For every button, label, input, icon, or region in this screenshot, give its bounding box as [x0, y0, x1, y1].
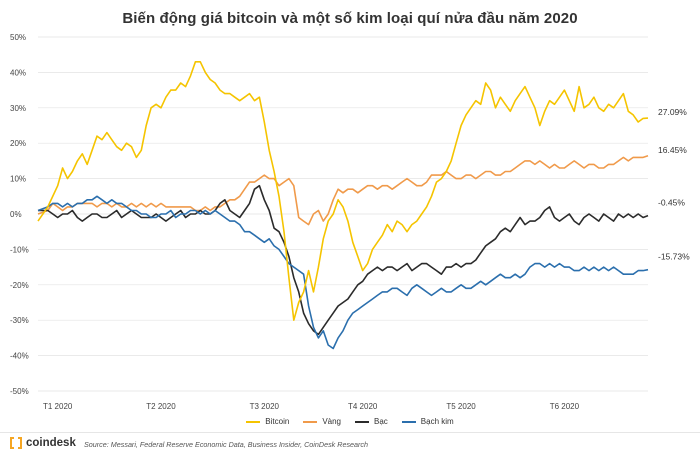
- y-tick-label: 40%: [10, 68, 26, 77]
- y-tick-label: -30%: [10, 316, 29, 325]
- y-tick-label: 20%: [10, 139, 26, 148]
- x-tick-label: T5 2020: [446, 402, 476, 411]
- x-tick-label: T6 2020: [550, 402, 580, 411]
- series-line-silver: [38, 184, 649, 336]
- coindesk-bracket-icon: [10, 437, 22, 449]
- y-tick-label: 50%: [10, 33, 26, 42]
- x-axis-ticks: T1 2020 T2 2020 T3 2020 T4 2020 T5 2020 T6 20…: [43, 402, 580, 411]
- legend-item-gold: Vàng: [303, 417, 341, 426]
- y-tick-label: -50%: [10, 387, 29, 396]
- y-axis-ticks: 50% 40% 30% 20% 10% 0% -10% -20% -30% -40% -50%: [10, 33, 29, 396]
- legend-swatch-silver: [355, 420, 369, 423]
- series-line-bitcoin: [37, 61, 649, 321]
- x-tick-label: T1 2020: [43, 402, 73, 411]
- series-line-platinum: [37, 195, 649, 350]
- end-label-gold: 16.45%: [658, 145, 687, 155]
- coindesk-logo: coindesk: [10, 437, 76, 449]
- y-tick-label: -40%: [10, 352, 29, 361]
- legend-item-bitcoin: Bitcoin: [246, 417, 289, 426]
- legend-item-silver: Bạc: [355, 417, 388, 426]
- y-tick-label: 0%: [10, 210, 22, 219]
- y-tick-label: 30%: [10, 104, 26, 113]
- end-labels: 16.45% -0.45% -15.73% 27.09%: [658, 107, 690, 262]
- x-tick-label: T2 2020: [146, 402, 176, 411]
- chart-title: Biến động giá bitcoin và một số kim loại…: [122, 10, 578, 27]
- coindesk-logo-text: coindesk: [26, 437, 76, 449]
- footer: coindesk Source: Messari, Federal Reserv…: [0, 432, 700, 459]
- end-label-platinum: -15.73%: [658, 252, 690, 262]
- end-label-bitcoin: 27.09%: [658, 107, 687, 117]
- legend-label-platinum: Bạch kim: [420, 417, 454, 426]
- legend-swatch-gold: [303, 420, 318, 423]
- series-line-gold: [37, 155, 649, 226]
- legend-label-bitcoin: Bitcoin: [265, 417, 290, 426]
- grid-layer: [38, 36, 648, 392]
- y-tick-label: -20%: [10, 281, 29, 290]
- legend-item-platinum: Bạch kim: [401, 417, 454, 426]
- legend-swatch-bitcoin: [246, 420, 261, 423]
- legend-label-silver: Bạc: [374, 417, 388, 426]
- legend: Bitcoin Vàng Bạc Bạch kim: [0, 417, 700, 426]
- end-label-silver: -0.45%: [658, 198, 685, 208]
- series-layer: [37, 61, 649, 350]
- y-tick-label: -10%: [10, 245, 29, 254]
- x-tick-label: T4 2020: [348, 402, 378, 411]
- x-tick-label: T3 2020: [250, 402, 280, 411]
- source-note: Source: Messari, Federal Reserve Economi…: [84, 440, 369, 449]
- y-tick-label: 10%: [10, 175, 26, 184]
- legend-swatch-platinum: [401, 420, 416, 423]
- legend-label-gold: Vàng: [322, 417, 341, 426]
